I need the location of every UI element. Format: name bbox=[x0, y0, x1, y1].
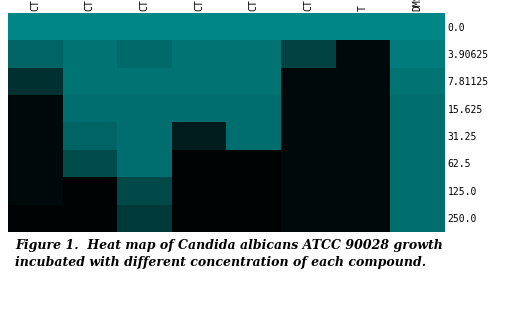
Text: Figure 1.  Heat map of Candida albicans ATCC 90028 growth
incubated with differe: Figure 1. Heat map of Candida albicans A… bbox=[16, 240, 443, 270]
